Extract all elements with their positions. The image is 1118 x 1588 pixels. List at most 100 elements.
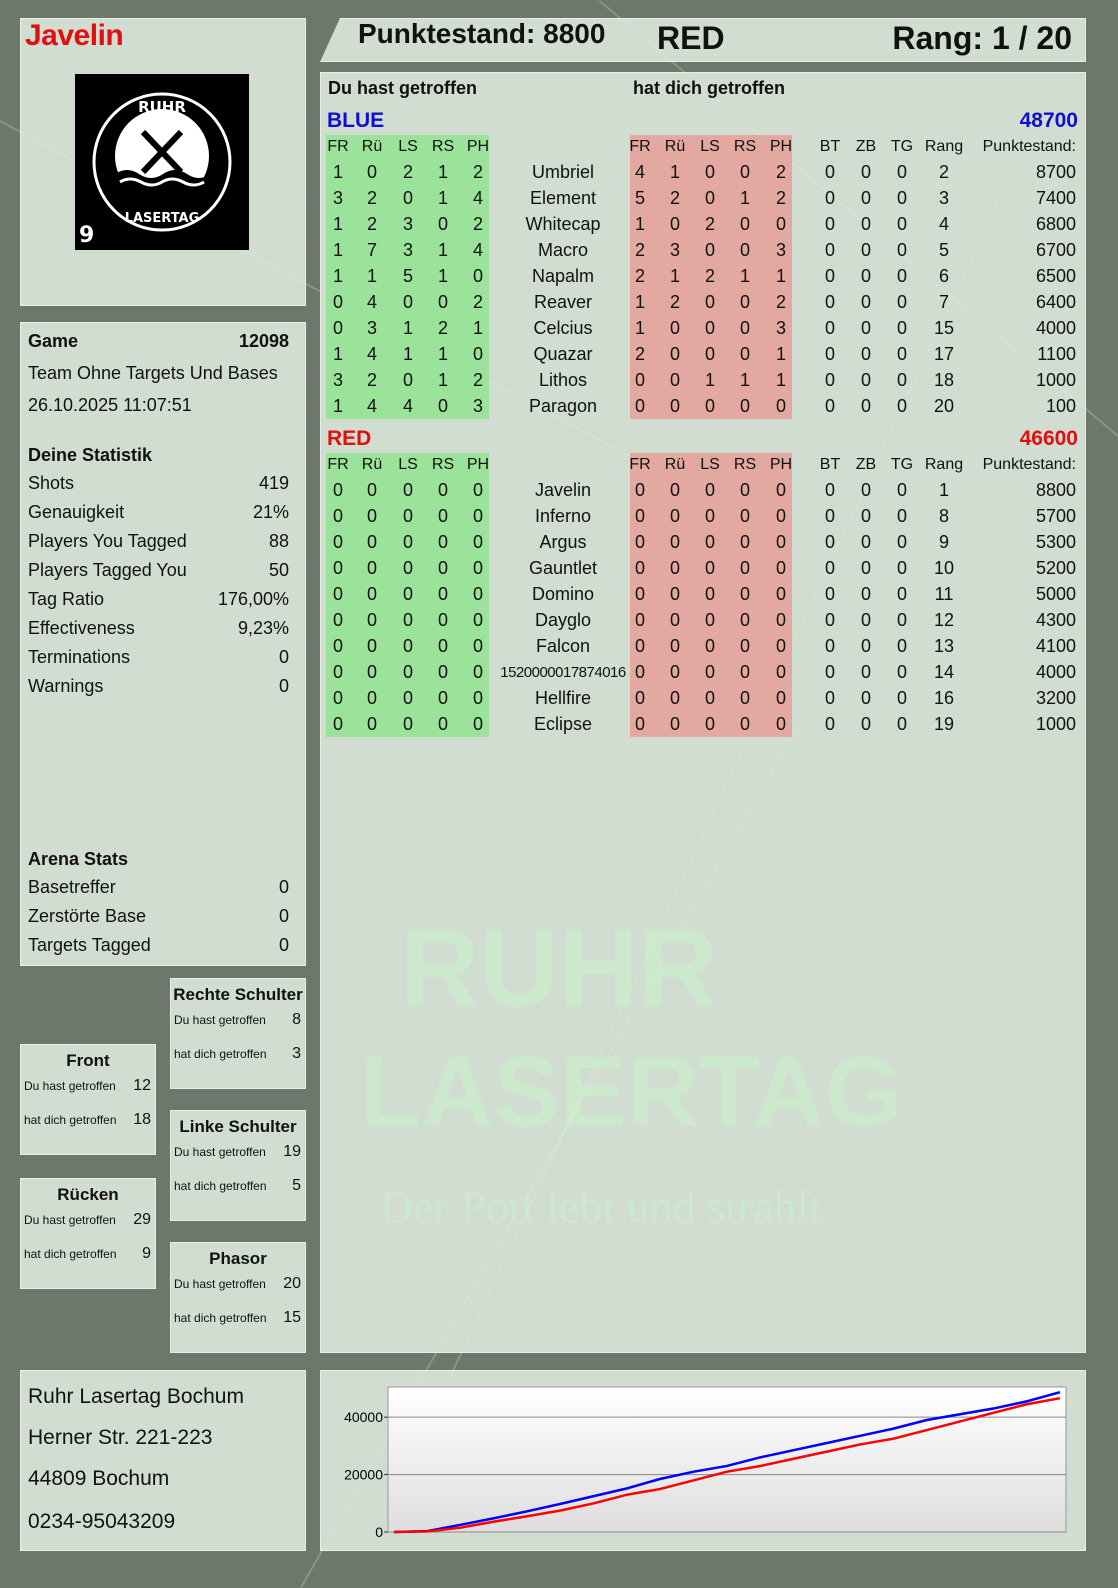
column-header: Punktestand: xyxy=(982,138,1076,155)
table-cell: 0 xyxy=(896,370,908,390)
zone-title: Rücken xyxy=(57,1185,119,1204)
watermark-slogan: Der Pott lebt und strahlt xyxy=(380,1181,823,1232)
score-cell: 6700 xyxy=(1035,240,1076,260)
table-cell: 0 xyxy=(669,558,681,578)
table-cell: 0 xyxy=(437,532,449,552)
zone-hit-value: 12 xyxy=(133,1077,151,1094)
table-cell: 0 xyxy=(704,688,716,708)
you-hit-heading: Du hast getroffen xyxy=(328,78,478,98)
table-cell: 0 xyxy=(704,318,716,338)
player-name-cell: Reaver xyxy=(533,292,593,312)
table-cell: 0 xyxy=(860,480,872,500)
table-cell: 0 xyxy=(634,584,646,604)
score-cell: 7400 xyxy=(1035,188,1076,208)
table-cell: 0 xyxy=(896,662,908,682)
table-cell: 0 xyxy=(437,396,449,416)
watermark-lasertag: LASERTAG xyxy=(360,1036,903,1148)
stat-label: Terminations xyxy=(28,647,131,667)
table-cell: 1 xyxy=(402,344,414,364)
table-cell: 0 xyxy=(775,714,787,734)
table-cell: 4 xyxy=(366,344,378,364)
table-cell: 0 xyxy=(669,662,681,682)
table-cell: 0 xyxy=(860,610,872,630)
you-hit-block xyxy=(326,453,489,737)
table-cell: 0 xyxy=(472,610,484,630)
column-header: Punktestand: xyxy=(982,456,1076,473)
table-cell: 0 xyxy=(739,480,751,500)
table-cell: 0 xyxy=(896,162,908,182)
zone-got-label: hat dich getroffen xyxy=(174,1047,267,1061)
team-total: 48700 xyxy=(1019,109,1078,132)
player-name-cell: Dayglo xyxy=(534,610,592,630)
team-total: 46600 xyxy=(1019,427,1078,450)
table-cell: 0 xyxy=(704,636,716,656)
zone-hit-value: 8 xyxy=(292,1011,301,1028)
table-cell: 0 xyxy=(824,162,836,182)
score-cell: 4300 xyxy=(1035,610,1076,630)
zone-hit-label: Du hast getroffen xyxy=(174,1277,266,1291)
table-cell: 0 xyxy=(775,636,787,656)
table-cell: 0 xyxy=(775,214,787,234)
player-name-cell: Lithos xyxy=(538,370,588,390)
table-cell: 0 xyxy=(437,506,449,526)
stat-value: 9,23% xyxy=(237,618,289,638)
table-cell: 0 xyxy=(472,344,484,364)
table-cell: 0 xyxy=(669,532,681,552)
table-cell: 0 xyxy=(634,688,646,708)
player-name-cell: Celcius xyxy=(533,318,593,338)
table-cell: 0 xyxy=(824,266,836,286)
zone-got-label: hat dich getroffen xyxy=(174,1179,267,1193)
table-cell: 0 xyxy=(437,636,449,656)
stats-title: Deine Statistik xyxy=(28,445,153,465)
zone-hit-label: Du hast getroffen xyxy=(24,1079,116,1093)
table-cell: 0 xyxy=(775,688,787,708)
table-cell: 0 xyxy=(860,162,872,182)
svg-text:LASERTAG: LASERTAG xyxy=(125,211,200,226)
table-cell: 0 xyxy=(824,396,836,416)
table-cell: 0 xyxy=(402,636,414,656)
column-header: LS xyxy=(700,138,720,155)
team-name: RED xyxy=(327,427,372,450)
table-cell: 2 xyxy=(472,214,484,234)
column-header: LS xyxy=(398,138,418,155)
table-cell: 1 xyxy=(332,162,344,182)
score-cell: 100 xyxy=(1045,396,1076,416)
table-cell: 0 xyxy=(775,532,787,552)
table-cell: 0 xyxy=(437,480,449,500)
table-cell: 0 xyxy=(739,636,751,656)
table-cell: 0 xyxy=(775,662,787,682)
table-cell: 12 xyxy=(933,610,955,630)
table-cell: 2 xyxy=(472,292,484,312)
table-cell: 1 xyxy=(332,344,344,364)
game-id: 12098 xyxy=(238,331,289,351)
table-cell: 0 xyxy=(824,688,836,708)
column-header: PH xyxy=(769,456,793,473)
address-panel: Ruhr Lasertag Bochum Herner Str. 221-223… xyxy=(20,1370,306,1551)
header-bar xyxy=(320,18,1086,62)
zone-got-value: 3 xyxy=(292,1045,301,1062)
table-cell: 0 xyxy=(704,714,716,734)
table-cell: 2 xyxy=(472,162,484,182)
table-cell: 0 xyxy=(332,292,344,312)
club-logo: RUHR LASERTAG 9 xyxy=(75,74,249,250)
table-cell: 0 xyxy=(739,318,751,338)
stat-value: 88 xyxy=(268,531,289,551)
score-cell: 8800 xyxy=(1035,480,1076,500)
table-cell: 0 xyxy=(332,636,344,656)
table-cell: 2 xyxy=(472,370,484,390)
y-tick-label: 0 xyxy=(375,1524,383,1540)
table-cell: 0 xyxy=(860,558,872,578)
table-cell: 0 xyxy=(634,636,646,656)
arena-stat-value: 0 xyxy=(278,935,289,955)
table-cell: 1 xyxy=(739,188,751,208)
hit-zone-ruecken: Rücken Du hast getroffen 29 hat dich getrof… xyxy=(20,1178,156,1289)
table-cell: 0 xyxy=(402,370,414,390)
table-cell: 0 xyxy=(824,480,836,500)
table-cell: 0 xyxy=(366,532,378,552)
table-cell: 2 xyxy=(775,292,787,312)
table-cell: 19 xyxy=(933,714,955,734)
table-cell: 0 xyxy=(739,214,751,234)
column-header: TG xyxy=(890,138,914,155)
column-header: PH xyxy=(466,138,490,155)
table-cell: 0 xyxy=(896,292,908,312)
